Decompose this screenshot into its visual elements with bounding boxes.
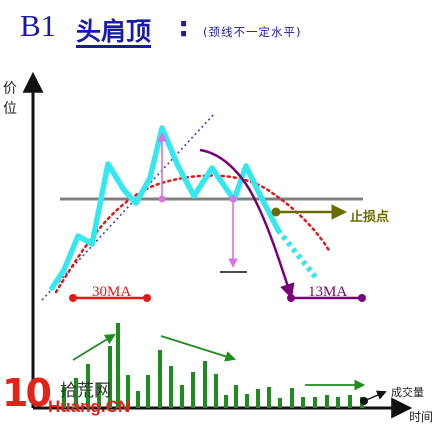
volume-callout-line [363, 390, 387, 402]
title-code: B1 [20, 8, 57, 43]
neckline-point-right [229, 195, 237, 203]
title-colon: : [178, 10, 190, 43]
volume-bar [108, 346, 112, 408]
ma30-legend-dot-right [143, 294, 151, 302]
watermark-url: Huang.CN [48, 397, 131, 416]
watermark-number: 10 [2, 371, 52, 415]
volume-bar [62, 387, 66, 408]
stop-loss-label: 止损点 [350, 210, 390, 225]
volume-bar [86, 364, 90, 408]
volume-rise-arrow [72, 333, 116, 361]
ma13-curve [199, 148, 295, 299]
volume-bar [191, 372, 195, 408]
volume-bar [234, 385, 238, 408]
volume-bar [116, 323, 120, 408]
volume-bar [214, 374, 218, 408]
volume-bar [180, 385, 184, 408]
price-line [49, 125, 281, 291]
neckline-note: (颈线不一定水平) [203, 25, 302, 39]
volume-bar [126, 375, 130, 408]
volume-bar [203, 361, 207, 408]
neckline-point-head [158, 195, 166, 203]
volume-bar [74, 378, 78, 408]
price-line-projection [275, 228, 320, 281]
volume-bar [348, 395, 352, 408]
volume-bar [97, 383, 101, 408]
volume-bar [146, 375, 150, 408]
volume-bar [325, 395, 329, 408]
y-axis-label: 价位 [3, 81, 17, 117]
volume-decline-arrow [160, 335, 237, 362]
ma13-legend-dot-right [358, 294, 366, 302]
volume-bar [313, 397, 317, 408]
volume-bar [336, 397, 340, 408]
volume-bar [158, 350, 162, 408]
volume-bar [256, 389, 260, 408]
volume-bar [169, 366, 173, 408]
ma13-legend-dot-left [287, 294, 295, 302]
volume-bar [267, 387, 271, 408]
ma30-legend-dot-left [69, 294, 77, 302]
volume-bar [224, 395, 228, 408]
volume-bar [245, 394, 249, 408]
ma13-label: 13MA [308, 284, 348, 300]
title-name: 头肩顶 [76, 17, 152, 46]
ma30-label: 30MA [92, 284, 132, 300]
volume-bars [62, 323, 364, 408]
watermark-name: 拾荒网 [60, 381, 111, 401]
volume-bar [301, 397, 305, 408]
volume-bar [136, 391, 140, 408]
volume-bar [278, 398, 282, 408]
volume-bar [290, 388, 294, 408]
x-axis-label: 时间 [409, 410, 434, 424]
volume-label: 成交量 [391, 386, 424, 399]
